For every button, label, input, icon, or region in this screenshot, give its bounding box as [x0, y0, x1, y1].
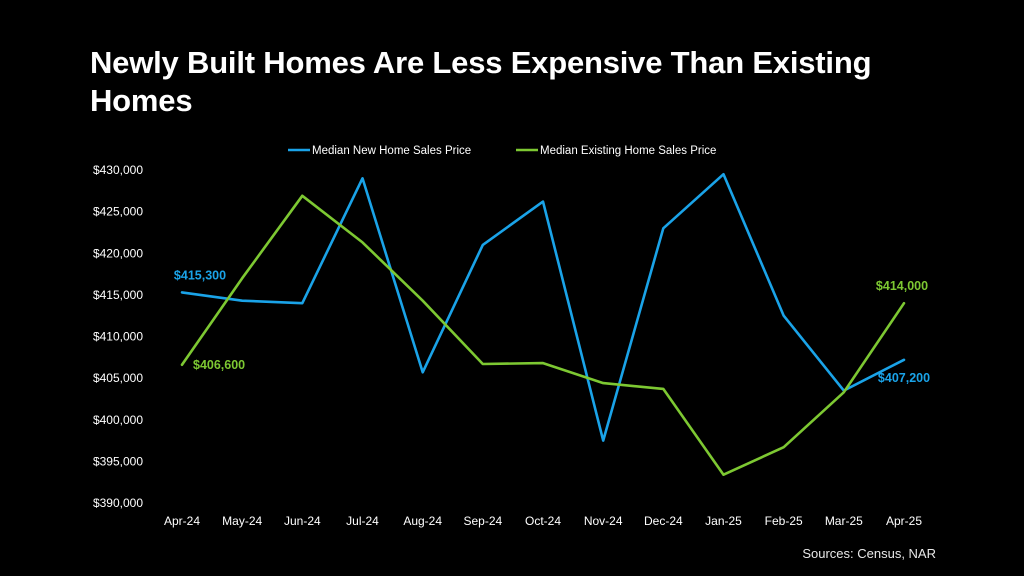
x-tick-label: Jul-24	[346, 514, 379, 528]
data-labels: $415,300 $406,600 $414,000 $407,200	[174, 268, 930, 384]
y-tick-label: $430,000	[93, 163, 143, 177]
y-tick-label: $420,000	[93, 246, 143, 260]
x-tick-label: Mar-25	[825, 514, 863, 528]
legend-label: Median Existing Home Sales Price	[540, 145, 716, 157]
y-tick-label: $425,000	[93, 205, 143, 219]
x-tick-label: Nov-24	[584, 514, 623, 528]
x-tick-label: Feb-25	[765, 514, 803, 528]
y-tick-label: $415,000	[93, 288, 143, 302]
data-label: $406,600	[193, 358, 245, 372]
x-tick-label: Sep-24	[463, 514, 502, 528]
series-line-0	[180, 172, 906, 442]
x-tick-label: Apr-25	[886, 514, 922, 528]
x-tick-label: Jan-25	[705, 514, 742, 528]
y-tick-label: $395,000	[93, 454, 143, 468]
legend-label: Median New Home Sales Price	[312, 145, 471, 157]
y-tick-label: $400,000	[93, 413, 143, 427]
x-tick-label: Dec-24	[644, 514, 683, 528]
data-label: $407,200	[878, 371, 930, 385]
x-tick-label: Aug-24	[403, 514, 442, 528]
series-lines	[180, 172, 906, 477]
y-tick-label: $410,000	[93, 330, 143, 344]
x-axis: Apr-24 May-24 Jun-24 Jul-24 Aug-24 Sep-24 Oct-…	[164, 514, 922, 528]
data-label: $414,000	[876, 279, 928, 293]
series-line-1	[180, 194, 906, 477]
data-label: $415,300	[174, 268, 226, 282]
chart-legend: Median New Home Sales Price Median Existi…	[288, 145, 716, 157]
y-tick-label: $405,000	[93, 371, 143, 385]
y-tick-label: $390,000	[93, 496, 143, 510]
x-tick-label: May-24	[222, 514, 262, 528]
x-tick-label: Jun-24	[284, 514, 321, 528]
y-axis: $430,000 $425,000 $420,000 $415,000 $410,000…	[93, 163, 143, 510]
x-tick-label: Apr-24	[164, 514, 200, 528]
x-tick-label: Oct-24	[525, 514, 561, 528]
page-title: Newly Built Homes Are Less Expensive Tha…	[90, 45, 872, 118]
source-note: Sources: Census, NAR	[802, 546, 936, 561]
